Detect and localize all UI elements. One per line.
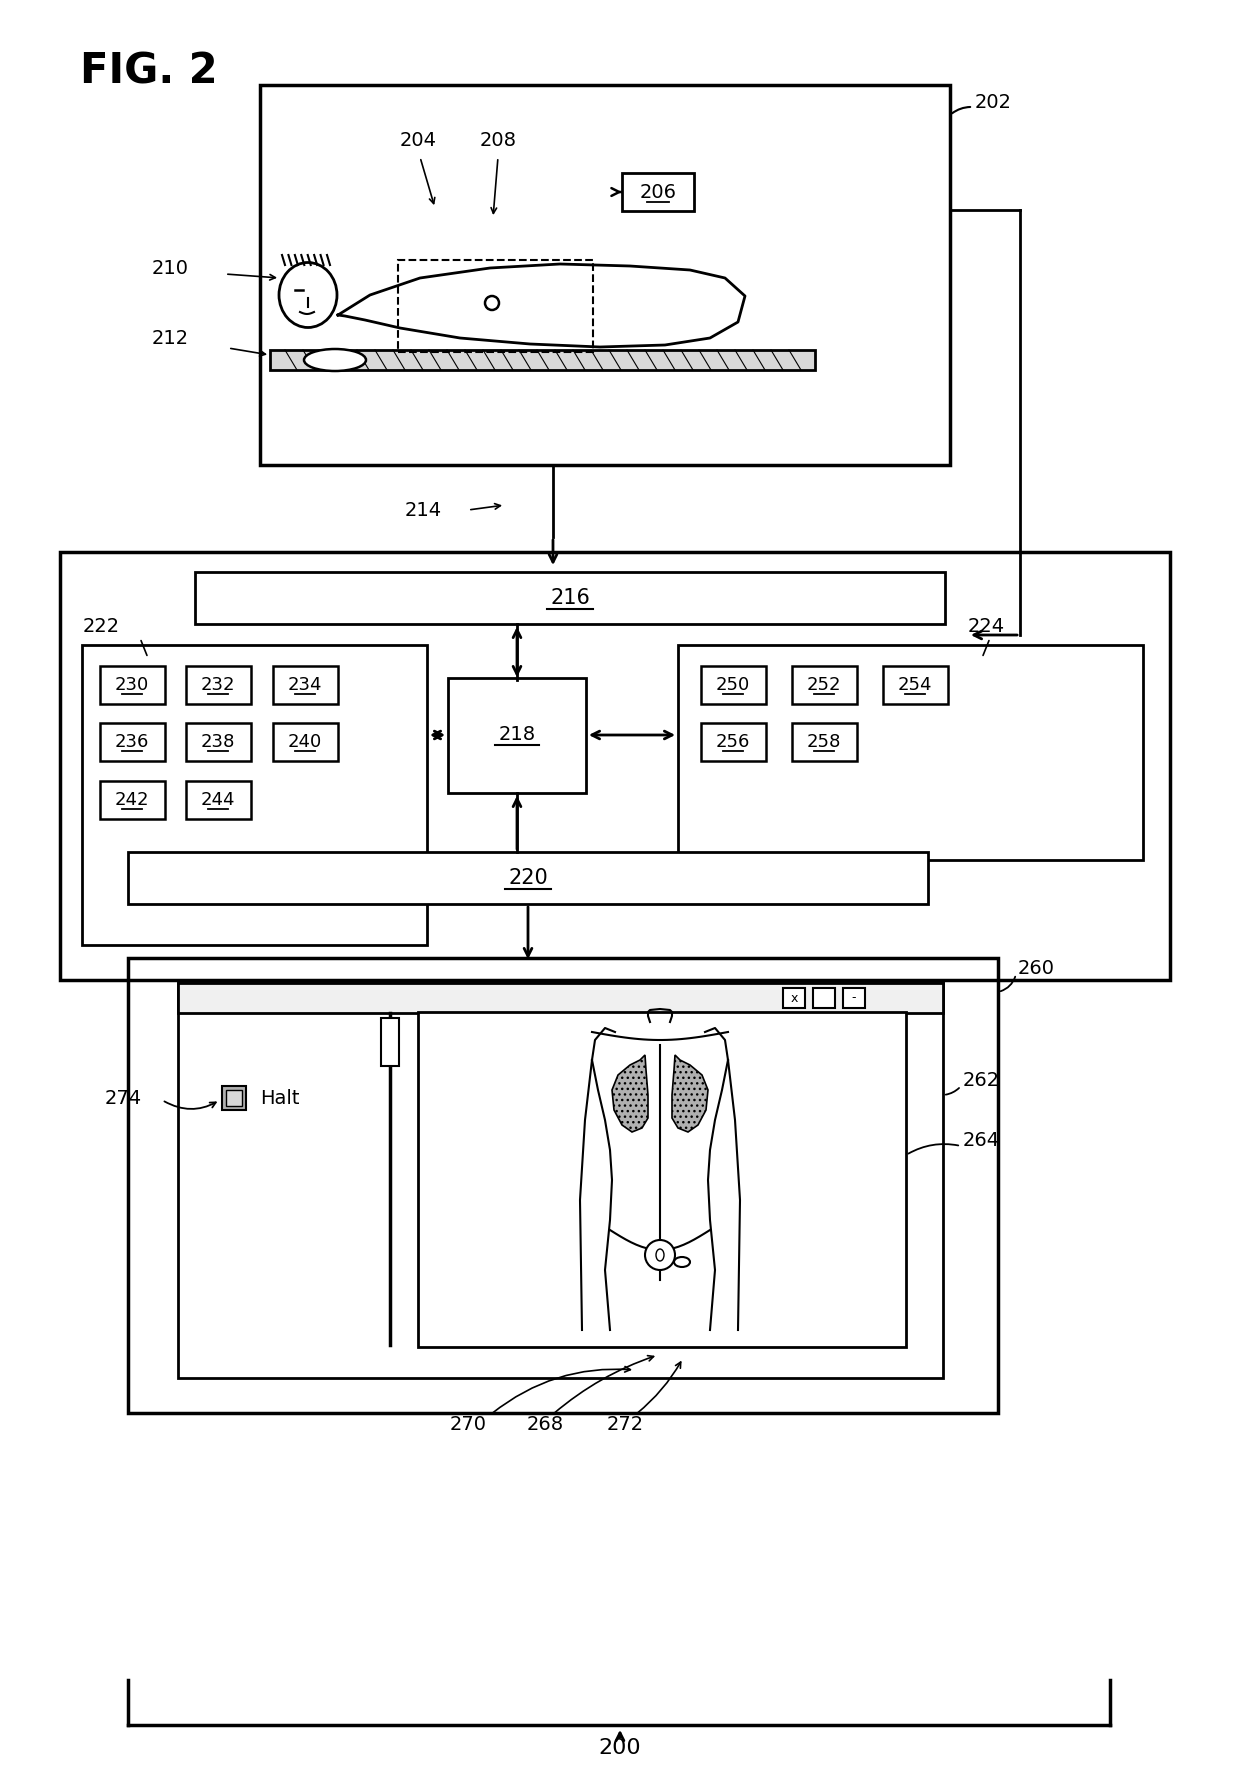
Bar	[782, 988, 805, 1008]
Text: 200: 200	[599, 1739, 641, 1758]
Bar	[701, 667, 765, 704]
Text: 256: 256	[715, 733, 750, 751]
Text: 270: 270	[449, 1415, 486, 1435]
Text: 202: 202	[975, 93, 1012, 111]
Text: 272: 272	[606, 1415, 644, 1435]
Bar	[222, 1086, 246, 1110]
Bar	[448, 677, 587, 793]
Bar	[179, 983, 942, 1013]
Text: 236: 236	[115, 733, 149, 751]
Bar	[260, 86, 950, 465]
Bar	[813, 988, 835, 1008]
Text: 230: 230	[115, 675, 149, 693]
Text: 208: 208	[480, 130, 517, 150]
Bar	[843, 988, 866, 1008]
Text: 224: 224	[968, 618, 1006, 636]
Text: 262: 262	[963, 1070, 1001, 1090]
Bar	[186, 781, 250, 818]
Text: 238: 238	[201, 733, 236, 751]
Bar	[195, 572, 945, 624]
Text: 244: 244	[201, 792, 236, 810]
Text: FIG. 2: FIG. 2	[81, 52, 218, 93]
Text: 234: 234	[288, 675, 322, 693]
Bar	[270, 350, 815, 370]
Text: 222: 222	[83, 618, 120, 636]
Bar	[701, 724, 765, 761]
Text: 216: 216	[551, 588, 590, 608]
Text: 210: 210	[153, 259, 188, 277]
Bar	[60, 552, 1171, 979]
Bar	[99, 724, 165, 761]
Text: 274: 274	[105, 1088, 143, 1108]
Bar	[418, 1011, 906, 1347]
Polygon shape	[613, 1054, 649, 1131]
Ellipse shape	[279, 263, 337, 327]
Bar	[791, 724, 857, 761]
Bar	[128, 958, 998, 1414]
Text: 218: 218	[498, 726, 536, 745]
Text: -: -	[852, 992, 857, 1004]
Bar	[381, 1019, 399, 1067]
Ellipse shape	[656, 1249, 663, 1262]
Text: 254: 254	[898, 675, 932, 693]
Circle shape	[645, 1240, 675, 1271]
Bar	[791, 667, 857, 704]
Text: 206: 206	[640, 182, 677, 202]
Text: Halt: Halt	[260, 1088, 300, 1108]
Text: 264: 264	[963, 1131, 1001, 1149]
Text: 204: 204	[401, 130, 436, 150]
Text: x: x	[790, 992, 797, 1004]
Text: 250: 250	[715, 675, 750, 693]
Text: 220: 220	[508, 868, 548, 888]
Bar	[273, 724, 337, 761]
Ellipse shape	[675, 1256, 689, 1267]
Polygon shape	[672, 1054, 708, 1131]
Bar	[226, 1090, 242, 1106]
Bar	[678, 645, 1143, 860]
Text: 240: 240	[288, 733, 322, 751]
Text: 214: 214	[405, 500, 443, 520]
Bar	[186, 667, 250, 704]
Polygon shape	[339, 264, 745, 347]
Text: 232: 232	[201, 675, 236, 693]
Text: 242: 242	[115, 792, 149, 810]
Bar	[273, 667, 337, 704]
Circle shape	[485, 297, 498, 309]
Bar	[179, 983, 942, 1378]
Text: 258: 258	[807, 733, 841, 751]
Bar	[82, 645, 427, 945]
Text: 252: 252	[807, 675, 841, 693]
Text: 268: 268	[527, 1415, 563, 1435]
Bar	[128, 852, 928, 904]
Text: 212: 212	[153, 329, 190, 347]
Bar	[622, 173, 694, 211]
Bar	[398, 259, 593, 352]
Bar	[99, 667, 165, 704]
Bar	[186, 724, 250, 761]
Bar	[883, 667, 947, 704]
Ellipse shape	[304, 348, 366, 372]
Bar	[99, 781, 165, 818]
Text: 260: 260	[1018, 958, 1055, 977]
